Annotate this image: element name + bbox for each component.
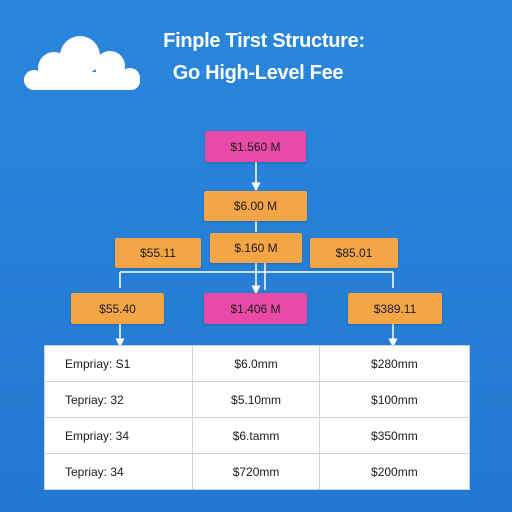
table-cell: Tepriay: 32 (65, 392, 124, 407)
table-cell: Tepriay: 34 (65, 464, 124, 479)
cloud-icon (24, 36, 140, 90)
node-low-center: $1.406 M (204, 293, 307, 324)
table-row: Tepriay: 34 $720mm $200mm (45, 453, 469, 489)
table-cell: $6.tamm (192, 418, 318, 453)
node-mid-left: $55.11 (115, 238, 201, 268)
node-top: $1.560 M (205, 131, 306, 162)
table-cell: $720mm (192, 454, 318, 489)
table-cell: Empriay: S1 (65, 356, 131, 371)
node-mid-center: $.160 M (210, 233, 302, 263)
table-cell: $6.0mm (192, 346, 318, 381)
node-second: $6.00 M (204, 191, 307, 221)
table-cell: $280mm (318, 346, 469, 381)
node-low-left: $55.40 (71, 293, 164, 324)
table-row: Empriay: S1 $6.0mm $280mm (45, 346, 469, 381)
table-row: Tepriay: 32 $5.10mm $100mm (45, 381, 469, 417)
table-cell: $200mm (318, 454, 469, 489)
table-cell: $100mm (318, 382, 469, 417)
table-cell: $350mm (318, 418, 469, 453)
node-low-right: $389.11 (348, 293, 442, 324)
diagram-title: Finple Tirst Structure: (163, 30, 365, 52)
fee-table: Empriay: S1 $6.0mm $280mm Tepriay: 32 $5… (44, 345, 470, 490)
diagram-subtitle: Go High-Level Fee (172, 62, 344, 84)
node-mid-right: $85.01 (310, 238, 398, 268)
table-cell: $5.10mm (192, 382, 318, 417)
table-row: Empriay: 34 $6.tamm $350mm (45, 417, 469, 453)
table-cell: Empriay: 34 (65, 428, 130, 443)
